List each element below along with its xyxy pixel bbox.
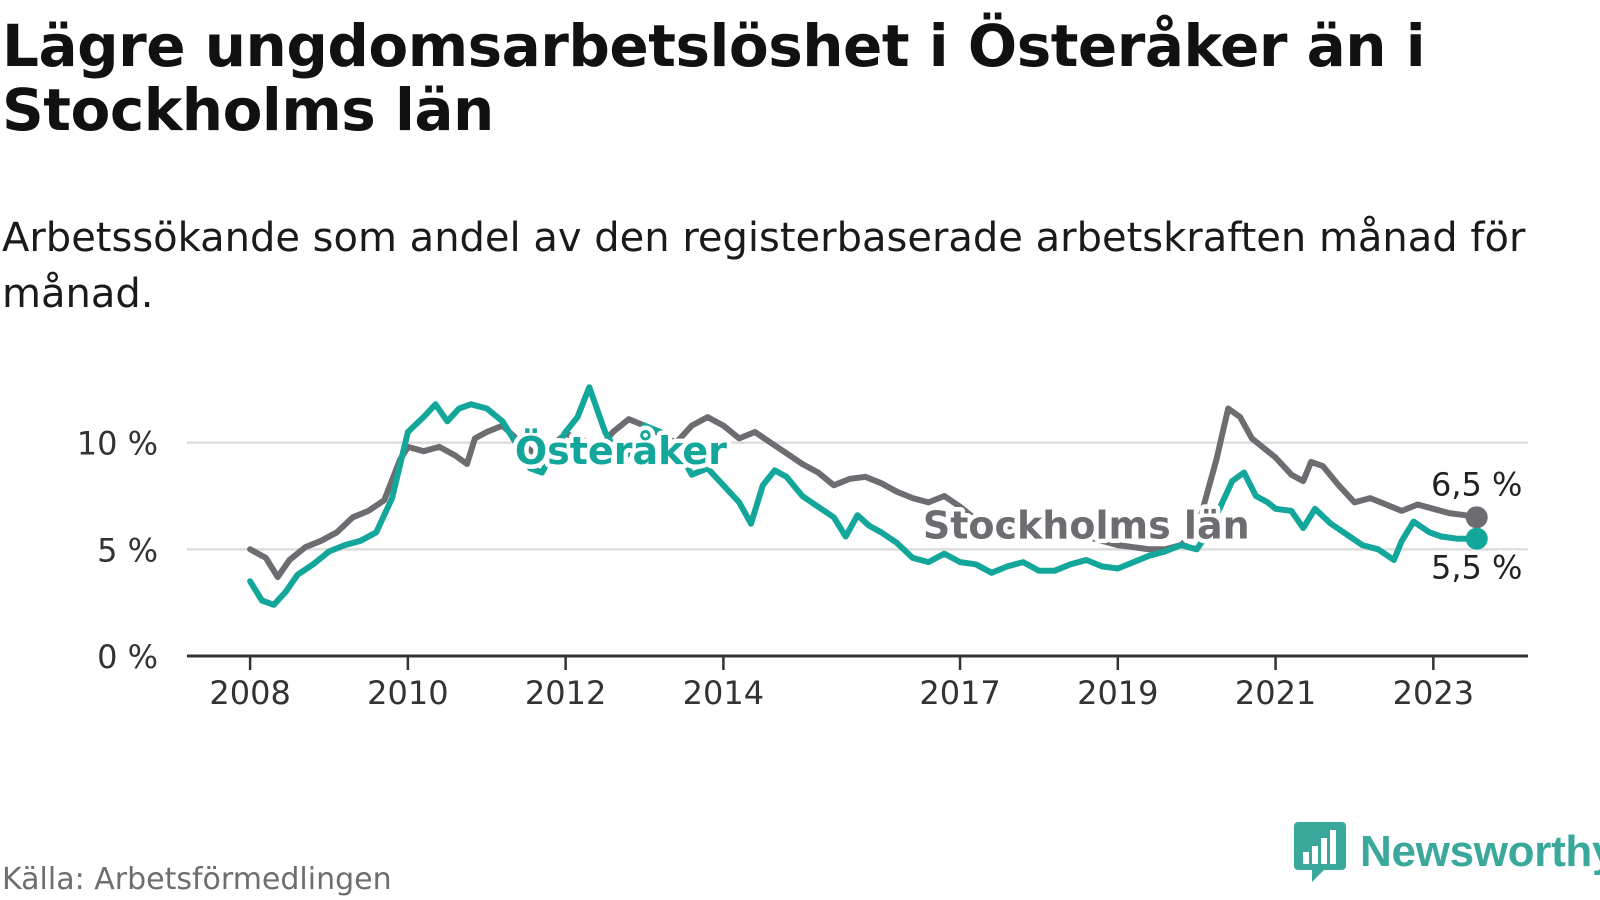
series-label-osteraker-halo: Österåker [515, 429, 727, 473]
x-tick-label: 2021 [1235, 674, 1316, 712]
end-label-osteraker: 5,5 %5,5 % [1426, 544, 1526, 591]
x-tick-label: 2023 [1393, 674, 1474, 712]
x-axis-tick-labels: 2008 2010 2012 2014 2017 2019 2021 2023 [209, 656, 1474, 712]
source-note: Källa: Arbetsförmedlingen [2, 862, 392, 897]
y-tick-label: 10 % [77, 425, 158, 463]
end-label-osteraker-halo: 5,5 % [1431, 549, 1522, 587]
end-label-stockholm-text: 6,5 % [1431, 465, 1522, 503]
x-tick-label: 2014 [683, 674, 764, 712]
series-line-osteraker [247, 384, 1480, 608]
chart-subtitle: Arbetssökande som andel av den registerb… [2, 215, 1526, 317]
x-tick-label: 2008 [209, 674, 290, 712]
end-point-osteraker [1465, 527, 1488, 550]
gridlines [187, 441, 1528, 658]
x-tick-label: 2012 [525, 674, 606, 712]
x-tick-label: 2010 [367, 674, 448, 712]
y-axis-tick-labels: 0 % 5 % 10 % [77, 425, 158, 676]
x-tick-label: 2019 [1077, 674, 1158, 712]
series-label-osteraker-text: Österåker [515, 429, 727, 473]
y-tick-label: 5 % [97, 531, 158, 569]
newsworthy-logo-icon [1294, 822, 1346, 882]
series-label-stockholm-halo: Stockholms län [923, 504, 1250, 548]
end-label-stockholm-halo: 6,5 % [1431, 465, 1522, 503]
chart-title: Lägre ungdomsarbetslöshet i Österåker än… [2, 12, 1426, 144]
x-tick-label: 2017 [919, 674, 1000, 712]
newsworthy-logo[interactable]: Newsworthy [1294, 822, 1600, 882]
end-label-osteraker-text: 5,5 % [1431, 549, 1522, 587]
end-label-stockholm: 6,5 %6,5 % [1426, 461, 1526, 508]
series-label-stockholm-text: Stockholms län [923, 504, 1250, 548]
series-lines [247, 384, 1488, 608]
series-line-stockholm [247, 405, 1480, 581]
end-point-stockholm [1465, 506, 1488, 529]
y-tick-label: 0 % [97, 638, 158, 676]
brand-name: Newsworthy [1360, 827, 1600, 876]
